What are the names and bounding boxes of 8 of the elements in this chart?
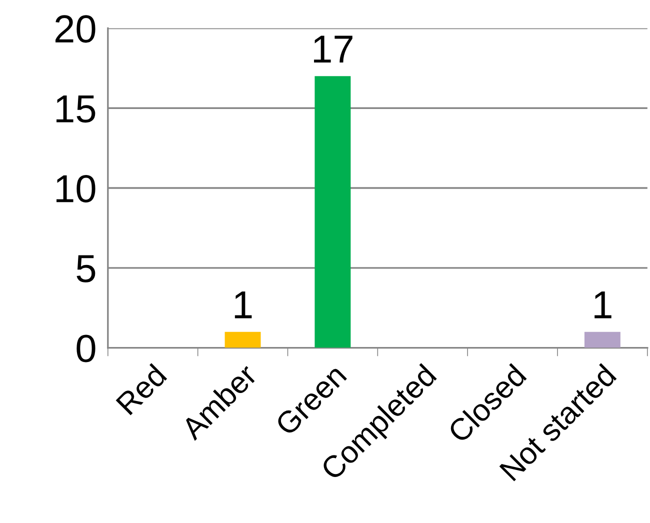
data-label: 1 (234, 291, 252, 318)
data-label: 17 (314, 36, 352, 63)
y-tick-label: 0 (76, 334, 96, 362)
y-tick-label: 5 (76, 255, 96, 282)
y-tick-label: 10 (56, 174, 96, 202)
data-label: 1 (594, 291, 612, 318)
y-tick-label: 20 (55, 15, 96, 43)
y-tick-label: 15 (56, 95, 96, 123)
